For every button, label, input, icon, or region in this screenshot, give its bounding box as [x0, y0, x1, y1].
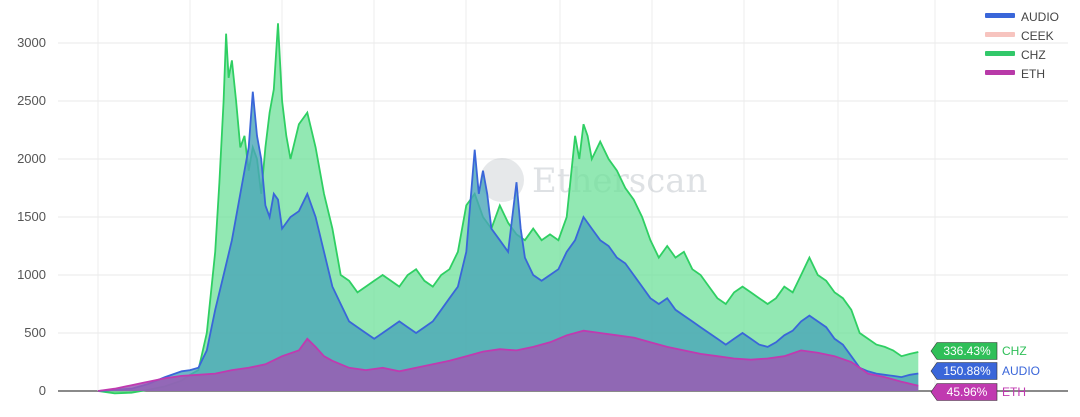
series-line-audio	[97, 91, 919, 392]
end-label-box	[930, 362, 998, 380]
legend-swatch-ceek[interactable]	[985, 32, 1015, 37]
end-label-name: ETH	[1002, 385, 1026, 399]
end-label-box	[930, 342, 998, 360]
y-tick-label: 3000	[17, 35, 46, 50]
legend-swatch-audio[interactable]	[985, 13, 1015, 18]
y-tick-label: 1500	[17, 209, 46, 224]
y-tick-label: 0	[39, 383, 46, 398]
legend-swatch-chz[interactable]	[985, 51, 1015, 56]
series-layer	[97, 23, 919, 395]
y-axis: 0 500 1000 1500 2000 2500 3000	[17, 35, 46, 398]
series-line-eth	[97, 329, 919, 392]
legend-label-eth[interactable]: ETH	[1021, 67, 1045, 81]
y-tick-label: 2000	[17, 151, 46, 166]
legend-swatch-eth[interactable]	[985, 70, 1015, 75]
series-line-chz	[97, 23, 919, 395]
end-label-name: CHZ	[1002, 344, 1027, 358]
y-tick-label: 500	[24, 325, 46, 340]
end-label-chz: 336.43% CHZ	[930, 342, 1027, 360]
end-label-box	[930, 383, 998, 401]
y-tick-label: 2500	[17, 93, 46, 108]
end-label-name: AUDIO	[1002, 364, 1040, 378]
legend: AUDIO CEEK CHZ ETH	[985, 10, 1059, 81]
y-tick-label: 1000	[17, 267, 46, 282]
series-area-audio	[98, 91, 919, 391]
legend-label-chz[interactable]: CHZ	[1021, 48, 1046, 62]
legend-label-audio[interactable]: AUDIO	[1021, 10, 1059, 24]
end-label-audio: 150.88% AUDIO	[930, 362, 1040, 380]
legend-label-ceek[interactable]: CEEK	[1021, 29, 1054, 43]
end-label-value: 150.88%	[943, 364, 991, 378]
end-label-eth: 45.96% ETH	[930, 383, 1026, 401]
end-label-value: 45.96%	[947, 385, 988, 399]
watermark-logo-icon	[480, 158, 524, 202]
end-label-value: 336.43%	[943, 344, 991, 358]
end-labels: 336.43% CHZ 150.88% AUDIO 45.96% ETH	[930, 342, 1040, 401]
